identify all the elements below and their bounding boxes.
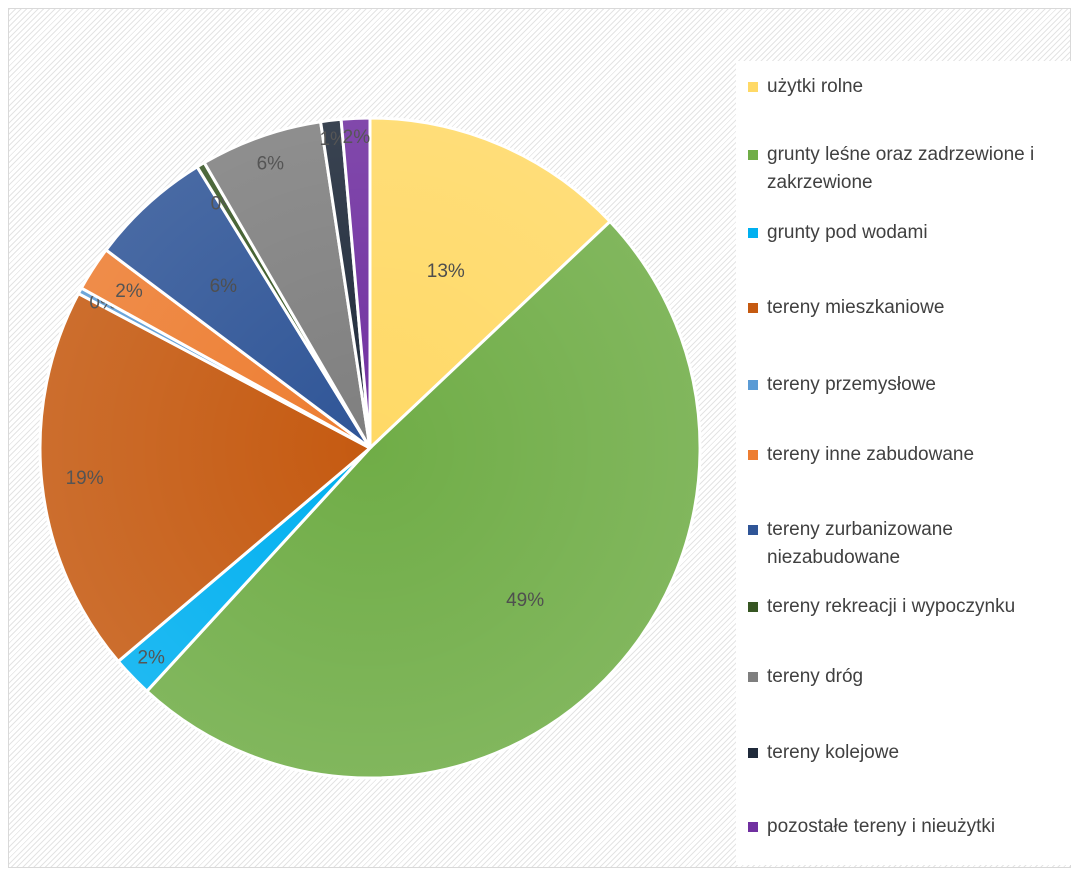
legend-label: grunty leśne oraz zadrzewione i zakrzewi…: [767, 144, 1035, 193]
legend-swatch: [748, 228, 758, 238]
legend-label: tereny dróg: [767, 666, 864, 687]
legend-swatch: [748, 450, 758, 460]
legend-swatch: [748, 303, 758, 313]
legend-swatch: [748, 822, 758, 832]
legend-swatch: [748, 82, 758, 92]
legend-swatch: [748, 602, 758, 612]
slice-data-label: 2%: [343, 127, 371, 148]
slice-data-label: 49%: [506, 590, 544, 611]
slice-data-label: 2%: [137, 647, 165, 668]
slice-data-label: 19%: [66, 468, 104, 489]
legend-label: tereny zurbanizowane niezabudowane: [767, 519, 953, 568]
legend-swatch: [748, 748, 758, 758]
legend-swatch: [748, 672, 758, 682]
chart-area: 13% 49% 2% 19% 0% 2% 6% 0% 6% 1% 2% użytki rolne gr…: [8, 8, 1079, 868]
legend-label: tereny przemysłowe: [767, 374, 936, 395]
slice-data-label: 6%: [257, 154, 285, 175]
legend: użytki rolne grunty leśne oraz zadrzewion…: [736, 61, 1079, 865]
legend-swatch: [748, 525, 758, 535]
slice-data-label: 13%: [427, 261, 465, 282]
pie-chart: 13%49%2%19%0%2% 6%0%6%1%2%: [38, 116, 702, 780]
slice-data-label: 6%: [210, 276, 238, 297]
legend-swatch: [748, 380, 758, 390]
legend-label: tereny mieszkaniowe: [767, 297, 945, 318]
legend-label: tereny rekreacji i wypoczynku: [767, 596, 1016, 617]
legend-label: tereny kolejowe: [767, 742, 900, 763]
legend-label: użytki rolne: [767, 76, 864, 97]
legend-swatch: [748, 150, 758, 160]
legend-label: pozostałe tereny i nieużytki: [767, 816, 996, 837]
slice-data-label: 2%: [115, 281, 143, 302]
legend-label: grunty pod wodami: [767, 222, 928, 243]
legend-label: tereny inne zabudowane: [767, 444, 975, 465]
